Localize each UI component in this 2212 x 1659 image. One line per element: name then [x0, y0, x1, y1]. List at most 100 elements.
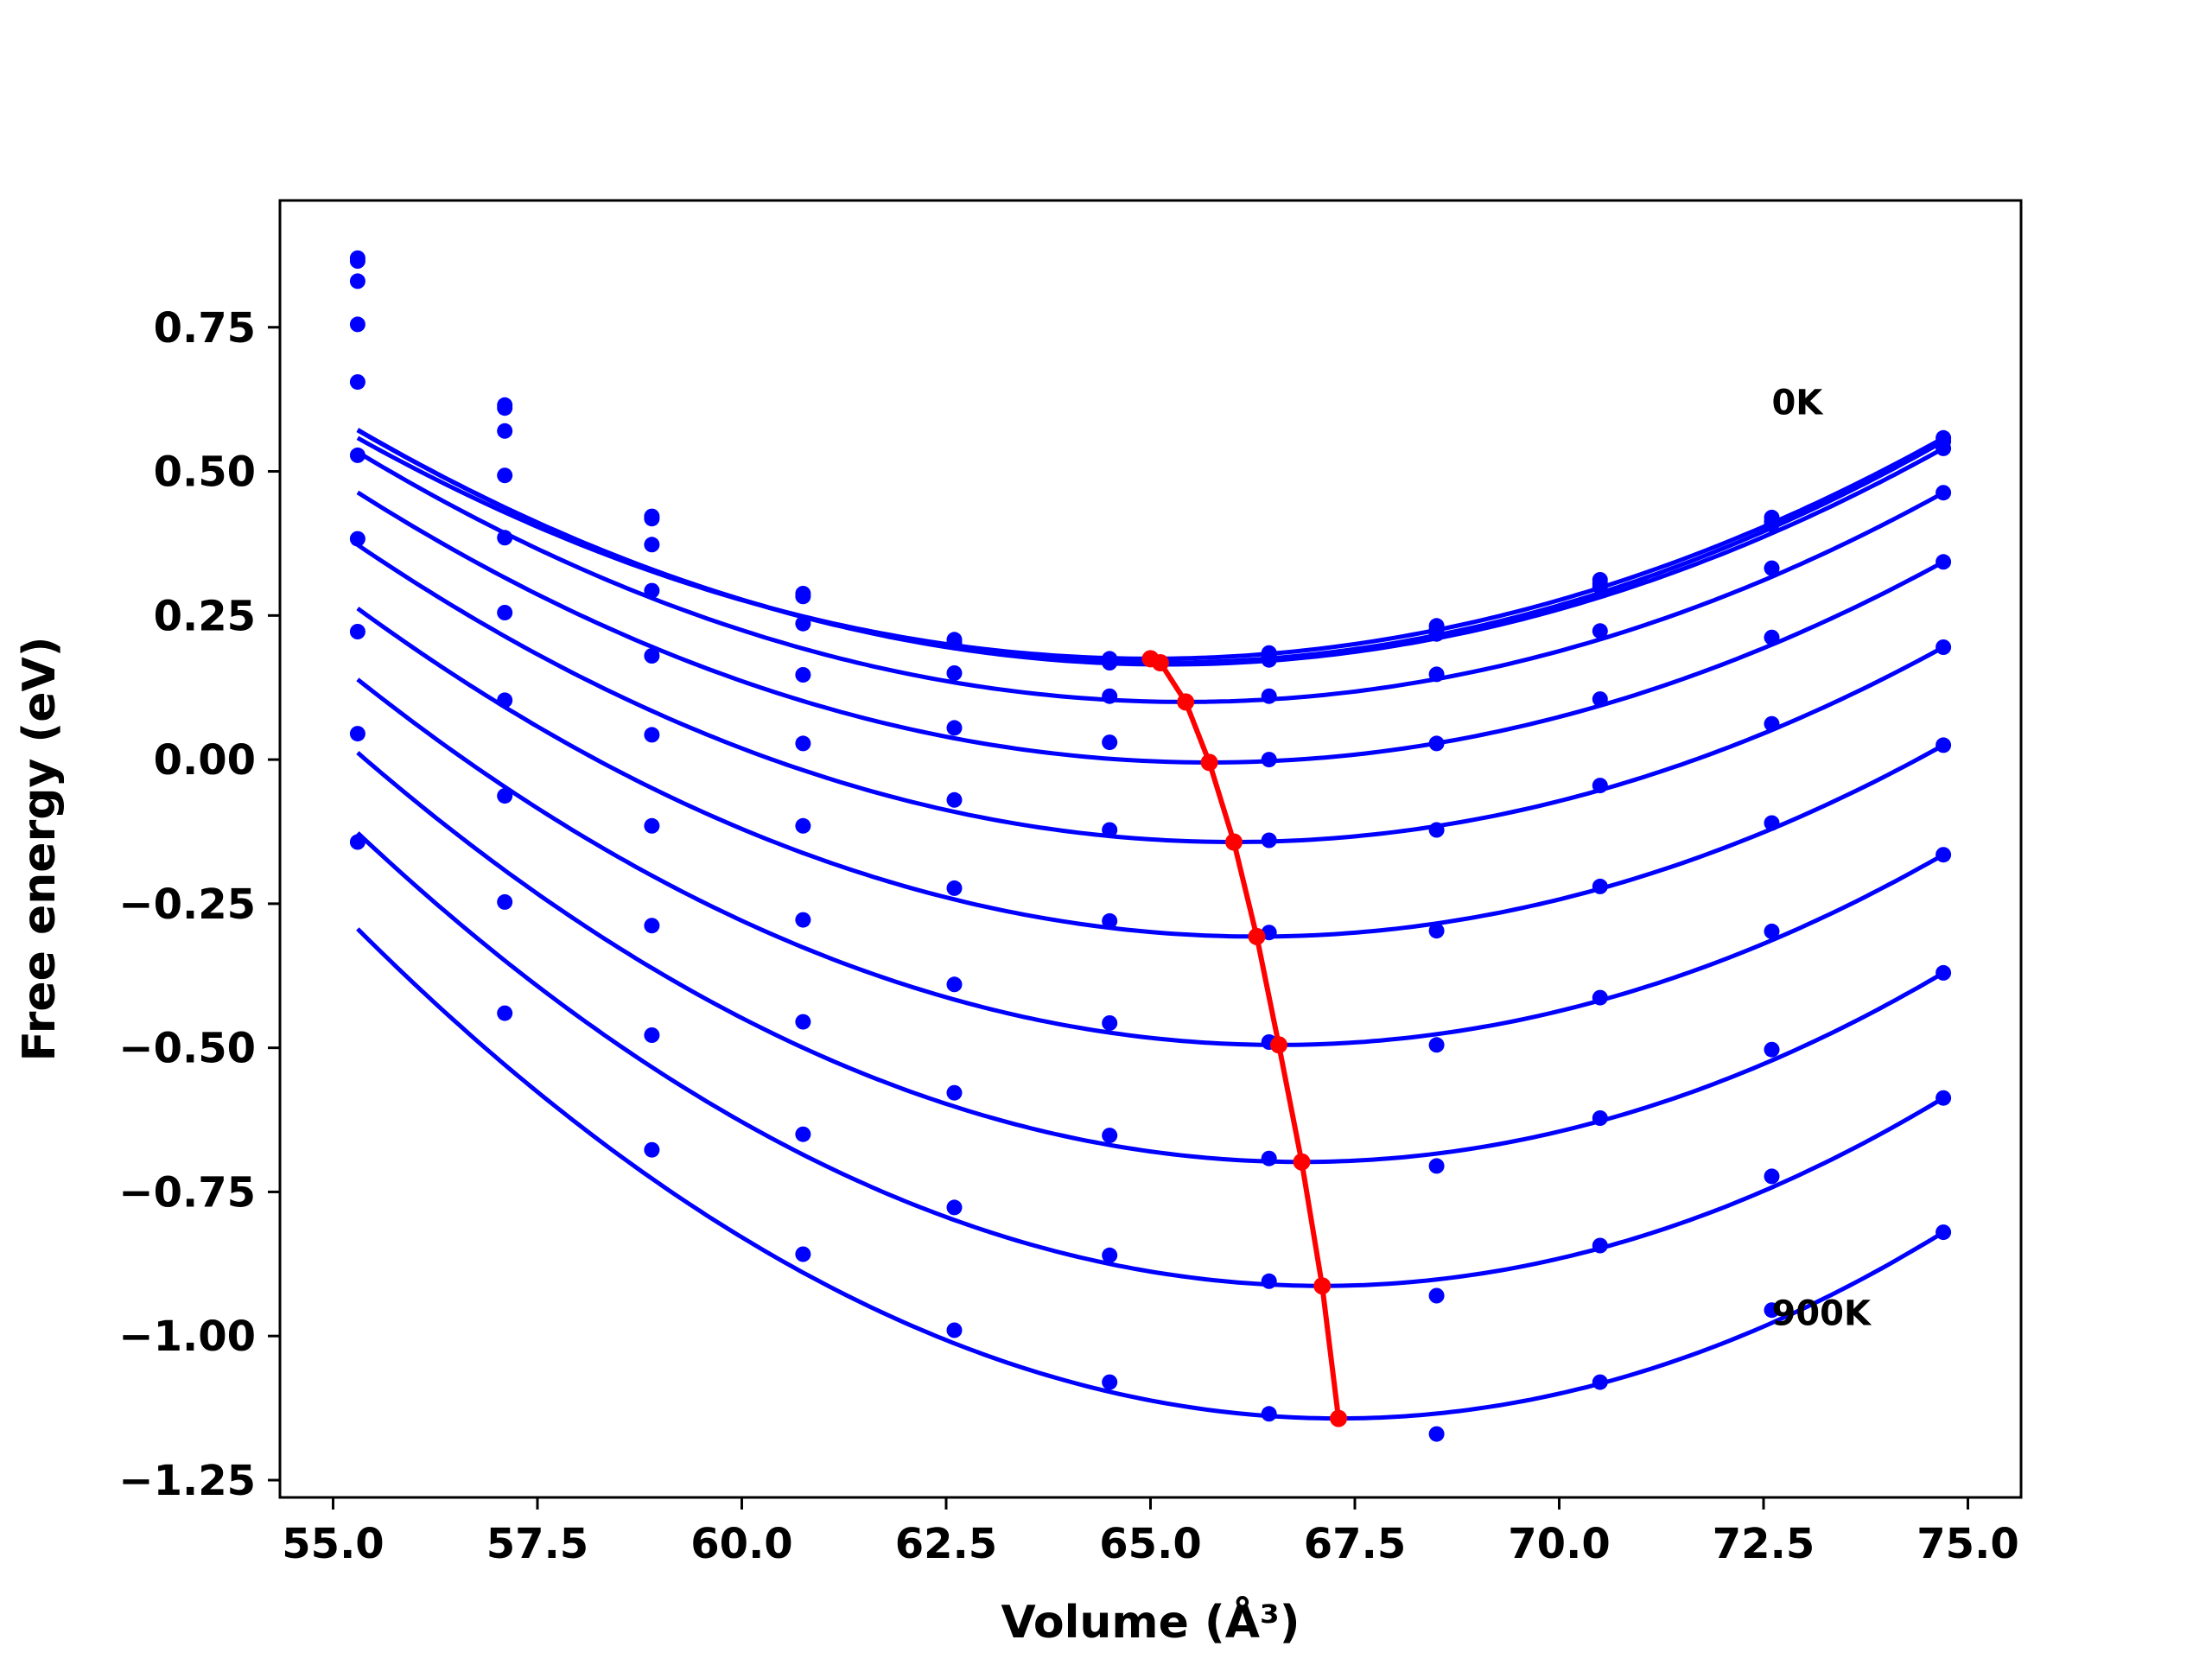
data-point-s3-3 — [795, 667, 811, 683]
data-point-s5-6 — [1261, 832, 1277, 849]
data-point-s4-5 — [1102, 734, 1118, 751]
equilibrium-point-8 — [1313, 1277, 1332, 1295]
data-point-s5-8 — [1592, 778, 1608, 794]
equilibrium-point-4 — [1225, 833, 1243, 851]
x-tick-label: 75.0 — [1916, 1520, 2018, 1568]
data-point-s10-10 — [1936, 1224, 1952, 1241]
data-point-s3-6 — [1261, 688, 1277, 704]
data-point-s10-7 — [1428, 1426, 1445, 1442]
data-point-s8-8 — [1592, 1110, 1608, 1126]
data-point-s5-0 — [349, 447, 365, 463]
data-point-s5-1 — [497, 605, 513, 620]
y-axis-ticks: 0.75 0.50 0.25 0.00 −0.25 −0.50 −0.75 −1.00 −1.2… — [118, 304, 280, 1505]
x-tick-label: 72.5 — [1713, 1520, 1815, 1568]
data-point-s9-1 — [497, 1005, 513, 1021]
x-tick-label: 60.0 — [690, 1520, 792, 1568]
data-point-s1-1 — [497, 400, 513, 416]
data-point-s10-9 — [1764, 1302, 1780, 1319]
data-point-s9-0 — [349, 834, 365, 850]
data-point-s4-9 — [1764, 629, 1780, 645]
fit-curve-5 — [356, 543, 1945, 844]
data-point-s4-2 — [644, 648, 660, 664]
data-point-s8-4 — [946, 1199, 963, 1216]
data-point-s1-2 — [644, 511, 660, 527]
data-point-s8-7 — [1428, 1158, 1445, 1174]
data-point-s2-10 — [1936, 440, 1952, 456]
data-point-s5-7 — [1428, 822, 1445, 838]
data-point-s10-5 — [1102, 1374, 1118, 1390]
data-point-s3-0 — [349, 316, 365, 333]
x-tick-label: 67.5 — [1304, 1520, 1406, 1568]
data-point-s2-6 — [1261, 652, 1277, 668]
data-point-s7-10 — [1936, 847, 1952, 863]
data-point-s6-7 — [1428, 923, 1445, 939]
data-point-s7-9 — [1764, 923, 1780, 939]
data-point-s3-2 — [644, 582, 660, 599]
data-point-s7-2 — [644, 918, 660, 934]
data-point-s4-8 — [1592, 691, 1608, 708]
data-point-s5-2 — [644, 727, 660, 743]
x-tick-label: 62.5 — [895, 1520, 997, 1568]
annotation-900k: 900K — [1771, 1294, 1872, 1334]
data-point-s8-2 — [644, 1027, 660, 1043]
equilibrium-point-5 — [1248, 927, 1266, 945]
data-point-s6-3 — [795, 912, 811, 928]
equilibrium-point-9 — [1330, 1409, 1348, 1427]
equilibrium-line — [1149, 656, 1342, 1419]
data-point-s8-6 — [1261, 1150, 1277, 1166]
y-tick-label: 0.50 — [154, 448, 256, 497]
data-point-s6-4 — [946, 976, 963, 993]
data-point-s2-2 — [644, 537, 660, 553]
equilibrium-point-3 — [1200, 753, 1218, 772]
data-point-s2-4 — [946, 665, 963, 681]
data-point-s6-2 — [644, 817, 660, 834]
plot-area-frame — [278, 199, 2023, 1499]
data-point-s8-0 — [349, 726, 365, 742]
data-point-s9-6 — [1261, 1273, 1277, 1289]
data-point-s9-8 — [1592, 1237, 1608, 1254]
data-point-s1-3 — [795, 588, 811, 605]
data-point-s9-5 — [1102, 1247, 1118, 1263]
data-point-s5-9 — [1764, 715, 1780, 732]
data-point-s3-1 — [497, 467, 513, 484]
data-point-s9-4 — [946, 1322, 963, 1338]
data-point-s7-0 — [349, 624, 365, 639]
equilibrium-point-1 — [1151, 654, 1169, 671]
y-tick-label: 0.25 — [154, 592, 256, 640]
y-tick-label: −0.25 — [118, 880, 256, 929]
y-tick-label: −1.25 — [118, 1457, 256, 1505]
data-point-s2-9 — [1764, 516, 1780, 532]
data-points — [349, 250, 1952, 1442]
x-tick-label: 70.0 — [1508, 1520, 1610, 1568]
data-point-s3-4 — [946, 720, 963, 736]
data-point-s2-8 — [1592, 579, 1608, 594]
fit-curve-10 — [356, 927, 1945, 1421]
equilibrium-point-2 — [1177, 693, 1195, 711]
data-point-s2-5 — [1102, 655, 1118, 671]
data-point-s4-7 — [1428, 735, 1445, 752]
x-tick-label: 57.5 — [486, 1520, 588, 1568]
data-point-s6-1 — [497, 692, 513, 709]
equilibrium-point-6 — [1270, 1036, 1287, 1054]
y-tick-label: −0.50 — [118, 1025, 256, 1073]
data-point-s9-7 — [1428, 1287, 1445, 1304]
data-point-s1-4 — [946, 634, 963, 651]
data-point-s3-7 — [1428, 666, 1445, 683]
data-point-s9-3 — [795, 1246, 811, 1262]
data-point-s4-1 — [497, 530, 513, 546]
y-tick-label: −0.75 — [118, 1168, 256, 1217]
data-point-s4-0 — [349, 374, 365, 391]
data-point-s7-7 — [1428, 1037, 1445, 1053]
data-point-s6-9 — [1764, 815, 1780, 831]
data-point-s8-9 — [1764, 1041, 1780, 1058]
data-point-s6-5 — [1102, 912, 1118, 929]
x-axis-ticks: 55.0 57.5 60.0 62.5 65.0 67.5 70.0 72.5 75.0 — [282, 1497, 2019, 1568]
data-point-s4-6 — [1261, 752, 1277, 768]
data-point-s2-3 — [795, 615, 811, 632]
data-point-s3-5 — [1102, 688, 1118, 704]
data-point-s5-3 — [795, 817, 811, 834]
x-axis-label: Volume (Å³) — [1001, 1596, 1300, 1649]
fit-curve-3 — [356, 450, 1945, 704]
data-point-s8-3 — [795, 1126, 811, 1142]
fit-curve-4 — [356, 490, 1945, 765]
